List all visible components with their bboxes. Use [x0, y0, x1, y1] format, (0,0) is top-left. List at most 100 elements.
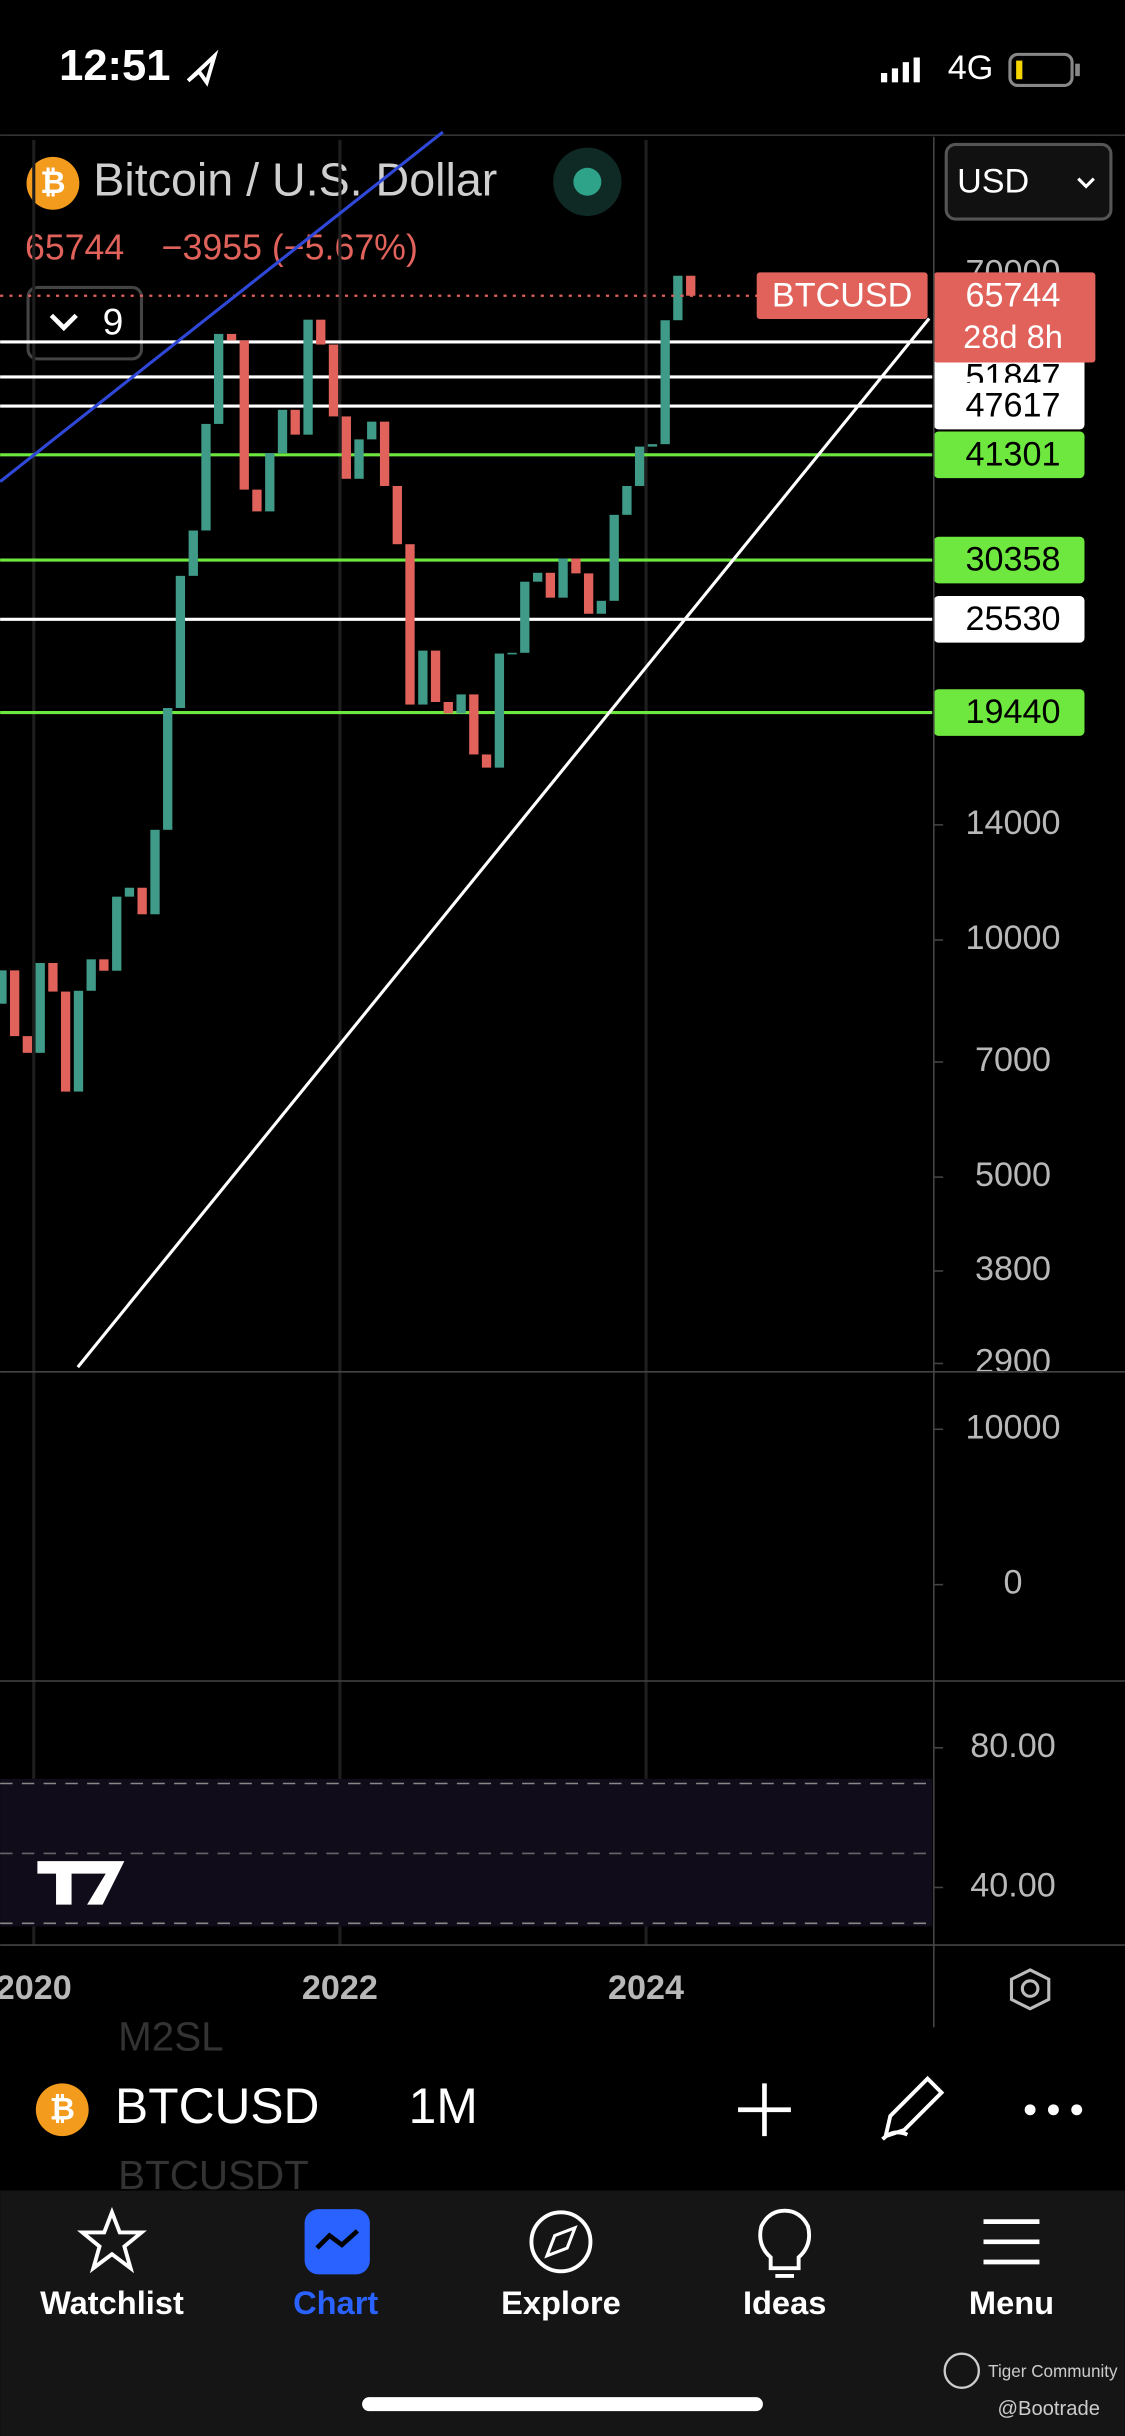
countdown: 28d 8h [963, 318, 1063, 355]
coin-icon [26, 156, 80, 210]
candle-body [520, 581, 530, 653]
candle-body [201, 423, 211, 531]
location-icon [186, 49, 219, 87]
tab-label[interactable]: Watchlist [40, 2284, 184, 2321]
indicators-count: 9 [103, 301, 124, 343]
y-tick-label: 3800 [975, 1250, 1051, 1288]
candle-body [686, 275, 696, 296]
candle-body [456, 694, 466, 714]
coin-icon [35, 2083, 89, 2137]
watchlist-icon [77, 2206, 147, 2274]
candle-body [73, 990, 84, 1092]
indicators-toggle[interactable] [26, 285, 144, 361]
candle-body [354, 439, 364, 479]
candle-body [226, 333, 237, 341]
candle-body [86, 959, 96, 991]
candle-body [316, 319, 326, 345]
ghost-item: BTCUSDT [118, 2152, 309, 2198]
draw-button[interactable] [881, 2075, 945, 2141]
candle-body [494, 653, 505, 768]
candle-body [60, 991, 71, 1092]
candle-body [430, 650, 441, 702]
tab-label[interactable]: Ideas [743, 2284, 826, 2321]
more-button[interactable] [1024, 2104, 1083, 2116]
candle-body [379, 421, 390, 486]
y-tick-label: 10000 [966, 919, 1061, 957]
candle-body [532, 572, 543, 582]
y-tick-label: 7000 [975, 1041, 1051, 1079]
symbol-tag [756, 272, 928, 320]
candle-body [673, 275, 683, 321]
network: 4G [948, 49, 994, 87]
candle-body [545, 572, 556, 598]
candle-body [558, 558, 568, 598]
ghost-item: M2SL [118, 2014, 223, 2060]
currency: USD [957, 162, 1029, 200]
currency-select[interactable] [944, 142, 1113, 221]
candle-body [596, 600, 606, 614]
candle-body [277, 409, 288, 454]
tab-label[interactable]: Menu [969, 2284, 1054, 2321]
add-button[interactable] [738, 2083, 791, 2137]
coin-glyph: ₿ [50, 2092, 75, 2127]
x-tick-label: 2020 [0, 1969, 72, 2007]
channel-line [0, 130, 444, 483]
candle-body [265, 453, 275, 512]
ideas-icon [758, 2208, 812, 2278]
y-tick-label: 5000 [975, 1156, 1051, 1194]
y-tick-label: 0 [1004, 1564, 1023, 1602]
candle-body [405, 544, 415, 705]
candle-body [35, 962, 45, 1053]
settings-icon[interactable] [1009, 1968, 1051, 2011]
explore-icon [529, 2210, 593, 2274]
candle-body [22, 1036, 33, 1053]
candle-body [124, 887, 135, 897]
select-chevron [1077, 177, 1095, 189]
y-tick-label: 10000 [966, 1408, 1061, 1446]
candle-body [99, 959, 109, 971]
last-price-box [933, 272, 1096, 363]
chart-icon-line [315, 2229, 359, 2250]
battery [1008, 52, 1074, 87]
candle-body [214, 333, 224, 424]
candle-body [0, 970, 7, 1004]
explore-needle [544, 2225, 578, 2259]
menu-icon [983, 2219, 1040, 2265]
symbol-tag-label: BTCUSD [772, 276, 912, 314]
candle-body [481, 754, 492, 768]
price-change: −3955 (−5.67%) [162, 228, 418, 268]
market-status [573, 167, 602, 196]
candle-body [367, 421, 377, 440]
brand-icon [943, 2352, 981, 2390]
interval[interactable]: 1M [409, 2078, 478, 2134]
x-tick-label: 2024 [608, 1969, 684, 2007]
level-label-box [933, 689, 1085, 736]
last-price-label: 65744 [966, 276, 1061, 314]
toolbar-symbol[interactable]: BTCUSD [115, 2078, 319, 2134]
level-label: 25530 [966, 600, 1061, 638]
candle-body [622, 485, 632, 515]
battery-level [1016, 60, 1023, 80]
last-price: 65744 [25, 228, 124, 268]
candle-body [634, 446, 645, 486]
candle-body [571, 558, 581, 574]
tv-logo [37, 1861, 125, 1905]
candle-body [341, 416, 351, 479]
tab-label[interactable]: Chart [293, 2284, 378, 2321]
candle-body [443, 701, 453, 714]
candle-body [469, 694, 479, 755]
symbol-title[interactable]: Bitcoin / U.S. Dollar [93, 154, 497, 206]
candle-body [48, 962, 58, 992]
tab-label[interactable]: Explore [501, 2284, 621, 2321]
candle-body [112, 896, 122, 971]
level-label: 41301 [966, 435, 1061, 473]
brand: Tiger Community [988, 2362, 1118, 2381]
candle-body [609, 514, 619, 601]
clock: 12:51 [59, 42, 170, 90]
y-tick-label: 14000 [966, 804, 1061, 842]
level-label-box [933, 536, 1085, 584]
settings-icon-core [1020, 1979, 1040, 1998]
candle-body [583, 573, 594, 614]
candle-body [252, 489, 262, 512]
